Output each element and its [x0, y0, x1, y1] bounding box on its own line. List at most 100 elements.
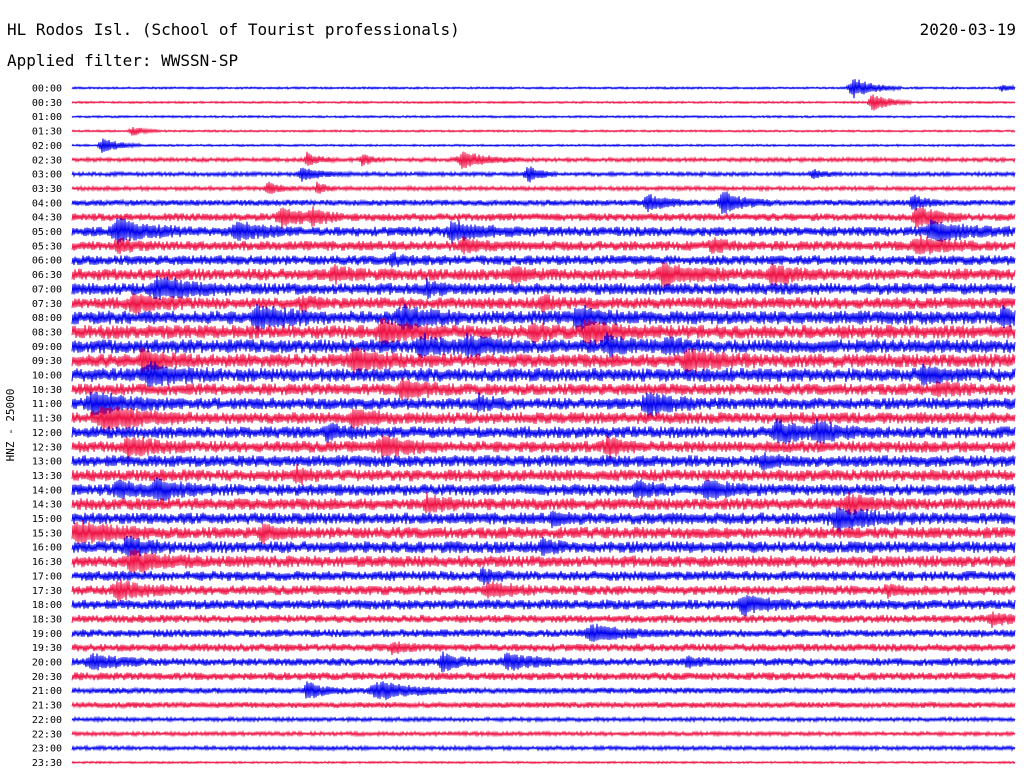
time-tick-label: 11:30: [32, 414, 62, 425]
time-tick-label: 16:00: [32, 543, 62, 554]
time-tick-label: 13:00: [32, 457, 62, 468]
time-tick-label: 22:00: [32, 715, 62, 726]
time-tick-label: 15:00: [32, 514, 62, 525]
time-tick-label: 03:00: [32, 170, 62, 181]
trace-0530: [71, 235, 1016, 255]
trace-1900: [71, 623, 1016, 642]
trace-0200: [71, 138, 1016, 153]
time-tick-label: 05:00: [32, 227, 62, 238]
time-tick-label: 13:30: [32, 471, 62, 482]
trace-0900: [71, 332, 1016, 359]
trace-2100: [71, 681, 1016, 701]
trace-0400: [71, 191, 1016, 214]
time-tick-label: 14:00: [32, 485, 62, 496]
time-tick-label: 19:00: [32, 629, 62, 640]
trace-1430: [71, 491, 1016, 516]
time-tick-label: 05:30: [32, 241, 62, 252]
time-tick-label: 02:00: [32, 141, 62, 152]
time-tick-label: 17:00: [32, 571, 62, 582]
time-tick-label: 01:30: [32, 127, 62, 138]
trace-0430: [71, 205, 1016, 229]
trace-2330: [71, 760, 1016, 765]
time-tick-label: 10:00: [32, 371, 62, 382]
trace-0600: [71, 251, 1016, 268]
trace-1500: [71, 507, 1016, 533]
trace-1600: [71, 535, 1016, 557]
time-tick-labels: 00:00 00:30 01:00 01:30 02:00 02:30 03:00 03:30…: [32, 84, 62, 769]
trace-1400: [71, 477, 1016, 502]
trace-2300: [71, 744, 1016, 752]
trace-0700: [71, 275, 1016, 300]
trace-1630: [71, 548, 1016, 574]
time-tick-label: 19:30: [32, 643, 62, 654]
trace-0830: [71, 317, 1016, 346]
time-tick-label: 04:00: [32, 198, 62, 209]
trace-1930: [71, 641, 1016, 656]
time-tick-label: 23:00: [32, 744, 62, 755]
time-tick-label: 20:00: [32, 658, 62, 669]
time-tick-label: 02:30: [32, 155, 62, 166]
time-tick-label: 21:30: [32, 701, 62, 712]
time-tick-label: 15:30: [32, 528, 62, 539]
trace-1230: [71, 434, 1016, 460]
filter-label: Applied filter: WWSSN-SP: [7, 51, 239, 70]
time-tick-label: 06:30: [32, 270, 62, 281]
time-tick-label: 01:00: [32, 112, 62, 123]
time-tick-label: 07:30: [32, 299, 62, 310]
y-axis-label: HNZ - 25000: [4, 389, 17, 462]
trace-2000: [71, 651, 1016, 673]
trace-2230: [71, 729, 1016, 738]
trace-1200: [71, 418, 1016, 444]
trace-1100: [71, 391, 1016, 418]
record-date: 2020-03-19: [919, 20, 1016, 39]
trace-0800: [71, 303, 1016, 332]
seismic-traces: [71, 79, 1016, 765]
trace-0300: [71, 166, 1016, 183]
trace-0500: [71, 217, 1016, 246]
trace-1330: [71, 463, 1016, 486]
trace-0330: [71, 181, 1016, 194]
time-tick-label: 11:00: [32, 399, 62, 410]
trace-1300: [71, 452, 1016, 471]
time-tick-label: 12:00: [32, 428, 62, 439]
time-tick-label: 23:30: [32, 758, 62, 769]
station-title: HL Rodos Isl. (School of Tourist profess…: [7, 20, 460, 39]
time-tick-label: 08:00: [32, 313, 62, 324]
time-tick-label: 04:30: [32, 213, 62, 224]
time-tick-label: 12:30: [32, 442, 62, 453]
trace-1700: [71, 566, 1016, 586]
trace-1800: [71, 595, 1016, 617]
time-tick-label: 07:00: [32, 284, 62, 295]
trace-0230: [71, 151, 1016, 169]
trace-0730: [71, 293, 1016, 316]
trace-0630: [71, 262, 1016, 288]
time-tick-label: 16:30: [32, 557, 62, 568]
trace-1130: [71, 406, 1016, 433]
time-tick-label: 21:00: [32, 686, 62, 697]
trace-1030: [71, 377, 1016, 401]
trace-2030: [71, 672, 1016, 681]
trace-0130: [71, 127, 1016, 136]
time-tick-label: 09:30: [32, 356, 62, 367]
time-tick-label: 09:00: [32, 342, 62, 353]
time-tick-label: 18:00: [32, 600, 62, 611]
time-tick-label: 03:30: [32, 184, 62, 195]
time-tick-label: 00:00: [32, 84, 62, 95]
trace-1830: [71, 611, 1016, 629]
y-axis-label-group: HNZ - 25000: [4, 389, 17, 462]
trace-1530: [71, 520, 1016, 545]
time-tick-label: 10:30: [32, 385, 62, 396]
time-tick-label: 17:30: [32, 586, 62, 597]
time-tick-label: 14:30: [32, 500, 62, 511]
trace-0030: [71, 94, 1016, 111]
trace-2200: [71, 715, 1016, 724]
trace-0000: [71, 79, 1016, 99]
trace-1730: [71, 579, 1016, 602]
trace-0100: [71, 114, 1016, 119]
trace-0930: [71, 346, 1016, 375]
time-tick-label: 00:30: [32, 98, 62, 109]
time-tick-label: 18:30: [32, 614, 62, 625]
time-tick-label: 22:30: [32, 729, 62, 740]
time-tick-label: 20:30: [32, 672, 62, 683]
